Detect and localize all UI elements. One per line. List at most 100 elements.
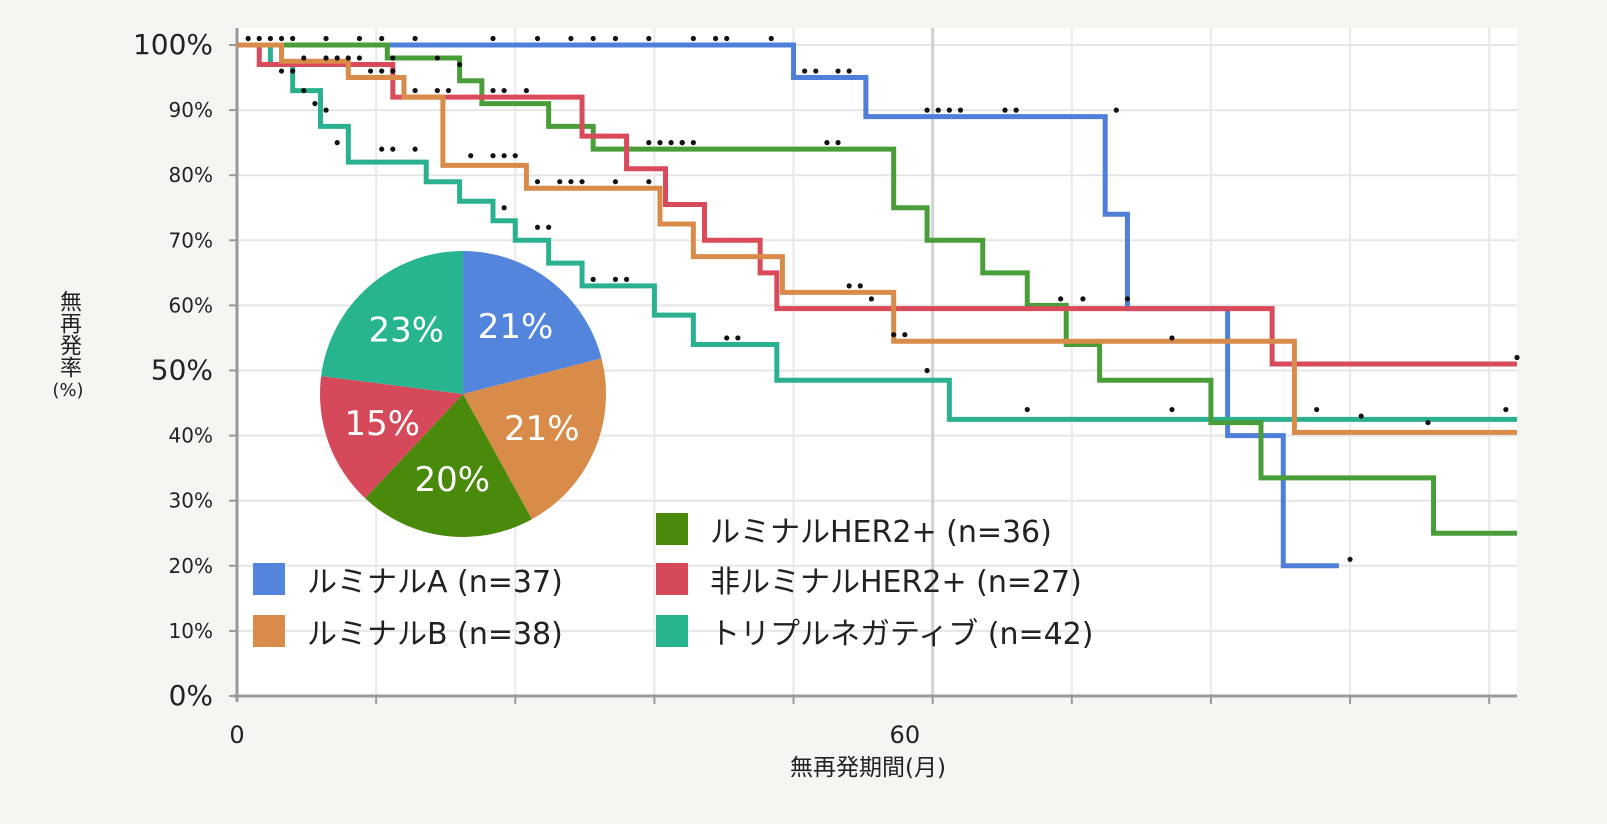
censor-mark-luminal-a	[590, 35, 596, 42]
censor-mark-triple-negative	[724, 335, 730, 341]
legend-label: トリプルネガティブ (n=42)	[710, 617, 1094, 652]
pie-label-luminal-b: 21%	[504, 409, 580, 449]
pie-chart: 21% 21% 20% 15% 23%	[320, 251, 606, 537]
axes: 0% 10% 20% 30% 40% 50% 60% 70% 80% 90% 100% 0 60	[133, 28, 1517, 749]
censor-mark-luminal-a	[1113, 107, 1119, 113]
censor-mark-luminal-her2	[835, 140, 841, 146]
censor-mark-luminal-a	[690, 35, 696, 42]
censor-mark-non-luminal-her2	[1514, 354, 1520, 361]
censor-mark-non-luminal-her2	[501, 87, 507, 94]
censor-mark-luminal-a	[490, 35, 496, 42]
censor-mark-luminal-a	[256, 35, 262, 42]
censor-mark-luminal-her2	[390, 55, 396, 61]
km-curve-luminal-b	[237, 42, 1517, 435]
censor-mark-triple-negative	[278, 68, 285, 74]
censor-mark-luminal-b	[390, 68, 396, 74]
censor-mark-luminal-a	[935, 107, 941, 113]
legend-label: ルミナルB (n=38)	[307, 617, 563, 652]
censor-mark-luminal-her2	[657, 140, 663, 146]
censor-mark-luminal-b	[612, 179, 619, 185]
censor-mark-luminal-b	[924, 367, 930, 374]
censor-mark-luminal-b	[445, 87, 452, 94]
y-tick-label: 30%	[169, 489, 213, 513]
censor-mark-luminal-b	[434, 87, 440, 94]
censor-mark-luminal-a	[802, 68, 808, 74]
censor-mark-luminal-a	[379, 35, 385, 42]
censor-mark-non-luminal-her2	[356, 55, 363, 61]
censor-mark-luminal-b	[1358, 413, 1364, 419]
censor-mark-luminal-b	[902, 332, 908, 338]
km-curve-triple-negative	[237, 42, 1517, 422]
censor-mark-non-luminal-her2	[334, 55, 340, 61]
censor-mark-non-luminal-her2	[646, 140, 652, 146]
y-tick-label: 70%	[169, 228, 213, 252]
censor-mark-triple-negative	[390, 146, 396, 152]
censor-mark-triple-negative	[379, 146, 385, 152]
censor-mark-triple-negative	[301, 87, 307, 94]
pie-slice-luminal-a	[463, 251, 602, 394]
legend-swatch	[253, 615, 285, 647]
censor-mark-luminal-b	[568, 179, 574, 185]
legend-item-luminal-a: ルミナルA (n=37)	[253, 557, 563, 601]
survival-curves	[237, 35, 1520, 569]
km-curve-luminal-her2	[237, 42, 1517, 536]
censor-mark-luminal-her2	[434, 55, 440, 61]
censor-mark-luminal-a	[813, 68, 819, 74]
censor-mark-triple-negative	[323, 107, 329, 113]
censor-mark-luminal-a	[957, 107, 964, 113]
y-tick-label: 80%	[169, 163, 213, 187]
legend-swatch	[656, 513, 688, 545]
censor-mark-luminal-a	[946, 107, 952, 113]
censor-mark-triple-negative	[735, 335, 741, 341]
censor-mark-non-luminal-her2	[1169, 335, 1175, 341]
censor-mark-luminal-a	[835, 68, 841, 74]
y-tick-label: 100%	[133, 28, 213, 61]
x-tick-label: 60	[890, 721, 921, 749]
censor-mark-luminal-a	[534, 35, 541, 42]
pie-label-triple-negative: 23%	[368, 311, 444, 351]
censor-mark-non-luminal-her2	[323, 55, 329, 61]
legend-swatch	[253, 563, 285, 595]
legend-swatch	[656, 615, 688, 647]
pie-slice-non-luminal-her2	[320, 376, 463, 499]
censor-mark-non-luminal-her2	[345, 55, 351, 61]
legend-label: ルミナルA (n=37)	[307, 565, 563, 600]
censor-mark-luminal-b	[557, 179, 563, 185]
censor-mark-triple-negative	[501, 205, 507, 211]
censor-mark-triple-negative	[334, 140, 340, 146]
censor-mark-non-luminal-her2	[1080, 296, 1086, 302]
censor-mark-luminal-b	[367, 68, 374, 74]
censor-mark-luminal-a	[290, 35, 296, 42]
censor-mark-triple-negative	[590, 276, 596, 282]
censor-mark-luminal-a	[768, 35, 774, 42]
censor-mark-luminal-b	[534, 179, 541, 185]
censor-mark-non-luminal-her2	[679, 140, 685, 146]
y-tick-label: 10%	[169, 619, 213, 643]
censor-mark-luminal-a	[245, 35, 251, 42]
legend-label: 非ルミナルHER2+ (n=27)	[710, 565, 1082, 600]
legend-item-luminal-her2: ルミナルHER2+ (n=36)	[656, 507, 1052, 551]
censor-mark-luminal-her2	[824, 140, 830, 146]
y-axis-unit: (%)	[52, 380, 84, 401]
censor-mark-luminal-her2	[457, 61, 463, 68]
y-tick-label: 50%	[151, 354, 213, 387]
legend-item-non-luminal-her2: 非ルミナルHER2+ (n=27)	[656, 557, 1082, 601]
censor-mark-luminal-a	[846, 68, 852, 74]
legend-label: ルミナルHER2+ (n=36)	[710, 515, 1052, 550]
y-axis-label: 無再発率 (%)	[50, 290, 86, 404]
y-tick-label: 40%	[169, 424, 213, 448]
censor-mark-luminal-a	[1347, 556, 1353, 562]
censor-mark-luminal-a	[924, 107, 930, 113]
censor-mark-luminal-b	[1314, 406, 1320, 413]
censor-mark-non-luminal-her2	[1058, 296, 1064, 302]
censor-mark-triple-negative	[623, 276, 630, 282]
censor-mark-luminal-a	[568, 35, 574, 42]
censor-mark-luminal-b	[1425, 419, 1431, 426]
censor-mark-luminal-a	[646, 35, 652, 42]
censor-mark-non-luminal-her2	[523, 87, 529, 94]
censor-mark-luminal-a	[1013, 107, 1019, 113]
pie-label-luminal-a: 21%	[478, 307, 554, 347]
x-axis-label: 無再発期間(月)	[790, 755, 946, 781]
censor-mark-luminal-a	[323, 35, 329, 42]
